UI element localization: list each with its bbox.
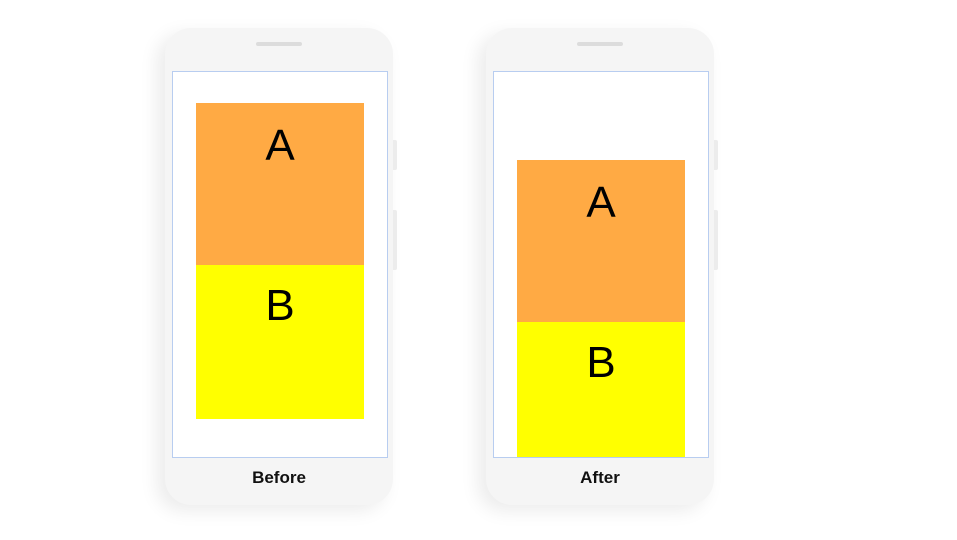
- box-b: B: [517, 322, 685, 457]
- side-button: [393, 140, 397, 170]
- caption-after: After: [580, 468, 620, 487]
- speaker: [256, 42, 302, 46]
- phone-after: A B After: [486, 28, 718, 505]
- box-b-label: B: [586, 338, 616, 387]
- phone-before: A B Before: [165, 28, 397, 505]
- speaker: [577, 42, 623, 46]
- box-a: A: [196, 103, 364, 265]
- box-b-label: B: [265, 281, 295, 330]
- screen: A B: [493, 71, 709, 458]
- side-button: [393, 210, 397, 270]
- side-button: [714, 140, 718, 170]
- side-button: [714, 210, 718, 270]
- caption-before: Before: [252, 468, 306, 487]
- box-a-label: A: [586, 178, 616, 227]
- box-a-label: A: [265, 121, 295, 170]
- box-a: A: [517, 160, 685, 322]
- box-b: B: [196, 265, 364, 419]
- screen: A B: [172, 71, 388, 458]
